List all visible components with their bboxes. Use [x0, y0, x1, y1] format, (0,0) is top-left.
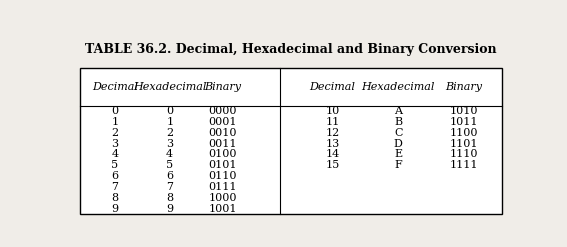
Text: 0111: 0111	[208, 182, 237, 192]
Text: D: D	[394, 139, 403, 149]
Text: 1001: 1001	[208, 204, 237, 214]
Text: 0011: 0011	[208, 139, 237, 149]
Text: 0001: 0001	[208, 117, 237, 127]
Text: 4: 4	[111, 149, 119, 160]
Text: 0101: 0101	[208, 160, 237, 170]
Text: Decimal: Decimal	[92, 82, 138, 92]
Text: 0110: 0110	[208, 171, 237, 181]
Text: 0010: 0010	[208, 128, 237, 138]
Text: 2: 2	[166, 128, 174, 138]
Text: 9: 9	[166, 204, 174, 214]
Text: 1101: 1101	[450, 139, 479, 149]
Text: 1100: 1100	[450, 128, 479, 138]
Text: B: B	[394, 117, 403, 127]
Text: 5: 5	[166, 160, 174, 170]
Text: 14: 14	[325, 149, 340, 160]
Text: Hexadecimal: Hexadecimal	[362, 82, 435, 92]
Text: 6: 6	[166, 171, 174, 181]
Text: 1010: 1010	[450, 106, 479, 116]
Text: 7: 7	[166, 182, 174, 192]
Text: 1111: 1111	[450, 160, 479, 170]
Text: 12: 12	[325, 128, 340, 138]
Text: 4: 4	[166, 149, 174, 160]
Text: 8: 8	[166, 193, 174, 203]
Text: 8: 8	[111, 193, 119, 203]
Text: A: A	[394, 106, 402, 116]
Text: 0000: 0000	[208, 106, 237, 116]
Bar	[79, 68, 501, 214]
Text: 1: 1	[166, 117, 174, 127]
Text: 10: 10	[325, 106, 340, 116]
Text: 15: 15	[325, 160, 340, 170]
Text: C: C	[394, 128, 403, 138]
Text: 1: 1	[111, 117, 119, 127]
Text: 0: 0	[166, 106, 174, 116]
Text: F: F	[395, 160, 402, 170]
Text: 2: 2	[111, 128, 119, 138]
Text: Decimal: Decimal	[310, 82, 356, 92]
Text: 13: 13	[325, 139, 340, 149]
Text: 9: 9	[111, 204, 119, 214]
Text: 6: 6	[111, 171, 119, 181]
Text: TABLE 36.2. Decimal, Hexadecimal and Binary Conversion: TABLE 36.2. Decimal, Hexadecimal and Bin…	[85, 43, 496, 56]
Text: 11: 11	[325, 117, 340, 127]
Text: Binary: Binary	[204, 82, 241, 92]
Text: 1011: 1011	[450, 117, 479, 127]
Text: 7: 7	[111, 182, 119, 192]
Text: 1000: 1000	[208, 193, 237, 203]
Text: 3: 3	[111, 139, 119, 149]
Text: 1110: 1110	[450, 149, 479, 160]
Text: 0100: 0100	[208, 149, 237, 160]
Text: Binary: Binary	[446, 82, 483, 92]
Text: 5: 5	[111, 160, 119, 170]
Text: E: E	[394, 149, 403, 160]
Text: Hexadecimal: Hexadecimal	[133, 82, 206, 92]
Text: 0: 0	[111, 106, 119, 116]
Text: 3: 3	[166, 139, 174, 149]
